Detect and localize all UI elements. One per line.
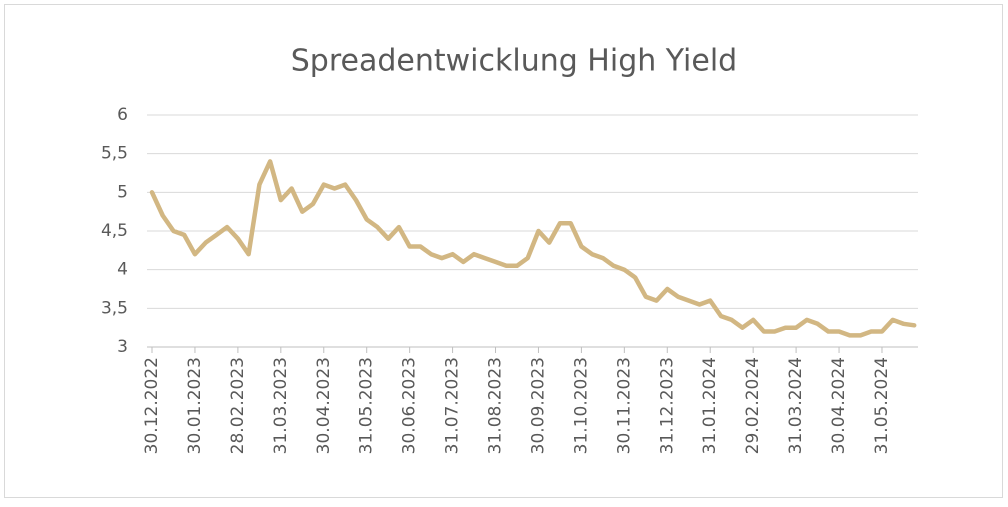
x-tick-label: 30.01.2023 (185, 357, 205, 454)
x-tick-label: 30.09.2023 (528, 357, 548, 454)
x-tick-label: 31.05.2023 (357, 357, 377, 454)
y-tick-label: 3,5 (101, 298, 128, 318)
x-tick-label: 31.03.2023 (271, 357, 291, 454)
x-tick-label: 29.02.2024 (743, 357, 763, 454)
y-tick-label: 4 (117, 260, 128, 280)
x-tick-label: 30.04.2023 (314, 357, 334, 454)
x-tick-label: 31.12.2023 (657, 357, 677, 454)
x-tick-label: 31.05.2024 (872, 357, 892, 454)
x-tick-label: 30.04.2024 (829, 357, 849, 454)
chart-frame (4, 4, 1003, 498)
y-tick-label: 5,5 (101, 144, 128, 164)
chart-title: Spreadentwicklung High Yield (291, 44, 737, 79)
y-tick-label: 4,5 (101, 221, 128, 241)
line (149, 159, 917, 338)
x-tick-label: 30.06.2023 (400, 357, 420, 454)
y-tick-label: 5 (117, 182, 128, 202)
x-tick-label: 31.07.2023 (443, 357, 463, 454)
x-tick-label: 30.12.2022 (142, 357, 162, 454)
x-tick-label: 30.11.2023 (614, 357, 634, 454)
x-tick-label: 31.01.2024 (700, 357, 720, 454)
x-tick-label: 31.03.2024 (786, 357, 806, 454)
x-tick-label: 31.10.2023 (571, 357, 591, 454)
y-tick-label: 3 (117, 337, 128, 357)
y-tick-label: 6 (117, 105, 128, 125)
x-tick-label: 31.08.2023 (486, 357, 506, 454)
x-tick-label: 28.02.2023 (228, 357, 248, 454)
